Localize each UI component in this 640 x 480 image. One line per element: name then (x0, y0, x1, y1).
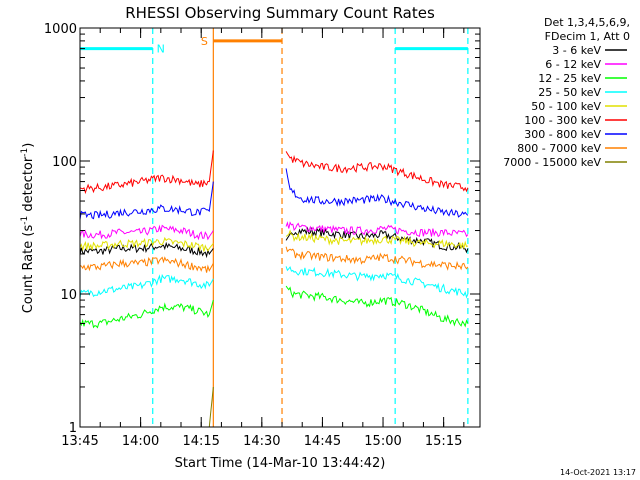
series-line (79, 236, 214, 252)
y-axis-label: Count Rate (s-1 detector-1) (20, 143, 36, 314)
y-label-sup2: -1 (20, 148, 30, 157)
series-line (79, 150, 214, 195)
chart-title: RHESSI Observing Summary Count Rates (125, 4, 435, 22)
x-tick-label: 14:15 (182, 434, 219, 449)
legend-label: 3 - 6 keV (552, 44, 601, 57)
y-tick-label: 100 (52, 155, 77, 170)
x-tick-label: 14:00 (122, 434, 159, 449)
series-lines (79, 150, 469, 428)
flag-bars: NS (80, 35, 468, 56)
series-line (79, 299, 214, 329)
y-label-sup1: -1 (20, 216, 30, 225)
series-line (285, 151, 469, 193)
x-tick-label: 13:45 (61, 434, 98, 449)
y-axis: 1 10 100 1000 (44, 22, 480, 436)
legend-label: 12 - 25 keV (538, 72, 601, 85)
legend-header-line1: Det 1,3,4,5,6,9, (544, 16, 630, 29)
series-line (79, 273, 214, 299)
x-tick-label: 15:15 (425, 434, 462, 449)
series-line (285, 168, 469, 218)
x-tick-label: 14:30 (243, 434, 280, 449)
series-line (285, 266, 469, 299)
series-line (79, 256, 214, 273)
legend: Det 1,3,4,5,6,9, FDecim 1, Att 0 3 - 6 k… (503, 16, 630, 169)
legend-label: 7000 - 15000 keV (503, 156, 601, 169)
footer-timestamp: 14-Oct-2021 13:17 (560, 468, 636, 477)
series-line (79, 181, 214, 220)
y-tick-label: 1 (69, 421, 77, 436)
legend-header-line2: FDecim 1, Att 0 (545, 30, 630, 43)
y-tick-label: 10 (60, 288, 77, 303)
x-tick-label: 15:00 (364, 434, 401, 449)
legend-label: 25 - 50 keV (538, 86, 601, 99)
series-line (285, 229, 469, 249)
flag-label: N (157, 43, 165, 56)
y-label-part2: detector (21, 156, 36, 216)
series-line (79, 241, 214, 259)
y-label-part3: ) (21, 143, 36, 148)
legend-label: 50 - 100 keV (531, 100, 601, 113)
x-tick-label: 14:45 (304, 434, 341, 449)
series-line (285, 226, 469, 254)
x-axis-label: Start Time (14-Mar-10 13:44:42) (175, 456, 386, 471)
series-line (79, 224, 214, 241)
x-axis: 13:45 14:00 14:15 14:30 14:45 15:00 15:15 (61, 28, 465, 449)
series-line (285, 246, 469, 271)
series-line (285, 285, 469, 328)
flag-label: S (201, 35, 208, 48)
series-line (208, 386, 214, 428)
legend-label: 800 - 7000 keV (517, 142, 601, 155)
series-line (285, 221, 469, 238)
y-label-part1: Count Rate (s (21, 225, 36, 314)
y-tick-label: 1000 (44, 22, 77, 37)
legend-label: 100 - 300 keV (524, 114, 601, 127)
legend-label: 300 - 800 keV (524, 128, 601, 141)
vertical-markers (152, 28, 469, 427)
legend-label: 6 - 12 keV (545, 58, 601, 71)
plot-frame (79, 27, 481, 428)
